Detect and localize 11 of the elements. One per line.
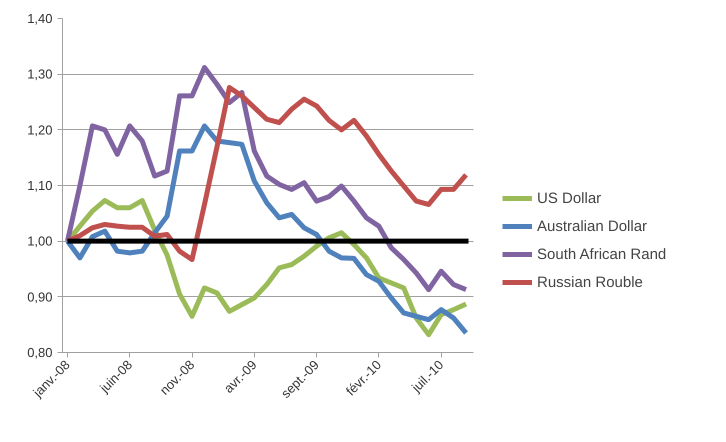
y-tick-label: 1,30 xyxy=(27,66,53,82)
legend-label: US Dollar xyxy=(537,190,602,206)
legend-label: South African Rand xyxy=(537,246,666,262)
y-tick-label: 0,80 xyxy=(27,345,53,360)
legend-label: Russian Rouble xyxy=(537,274,643,290)
y-tick-label: 1,00 xyxy=(27,234,53,249)
legend-label: Australian Dollar xyxy=(537,218,648,234)
y-tick-label: 1,20 xyxy=(27,122,53,138)
y-tick-label: 0,90 xyxy=(27,289,53,304)
y-tick-label: 1,10 xyxy=(27,178,53,193)
y-tick-label: 1,40 xyxy=(27,11,53,26)
